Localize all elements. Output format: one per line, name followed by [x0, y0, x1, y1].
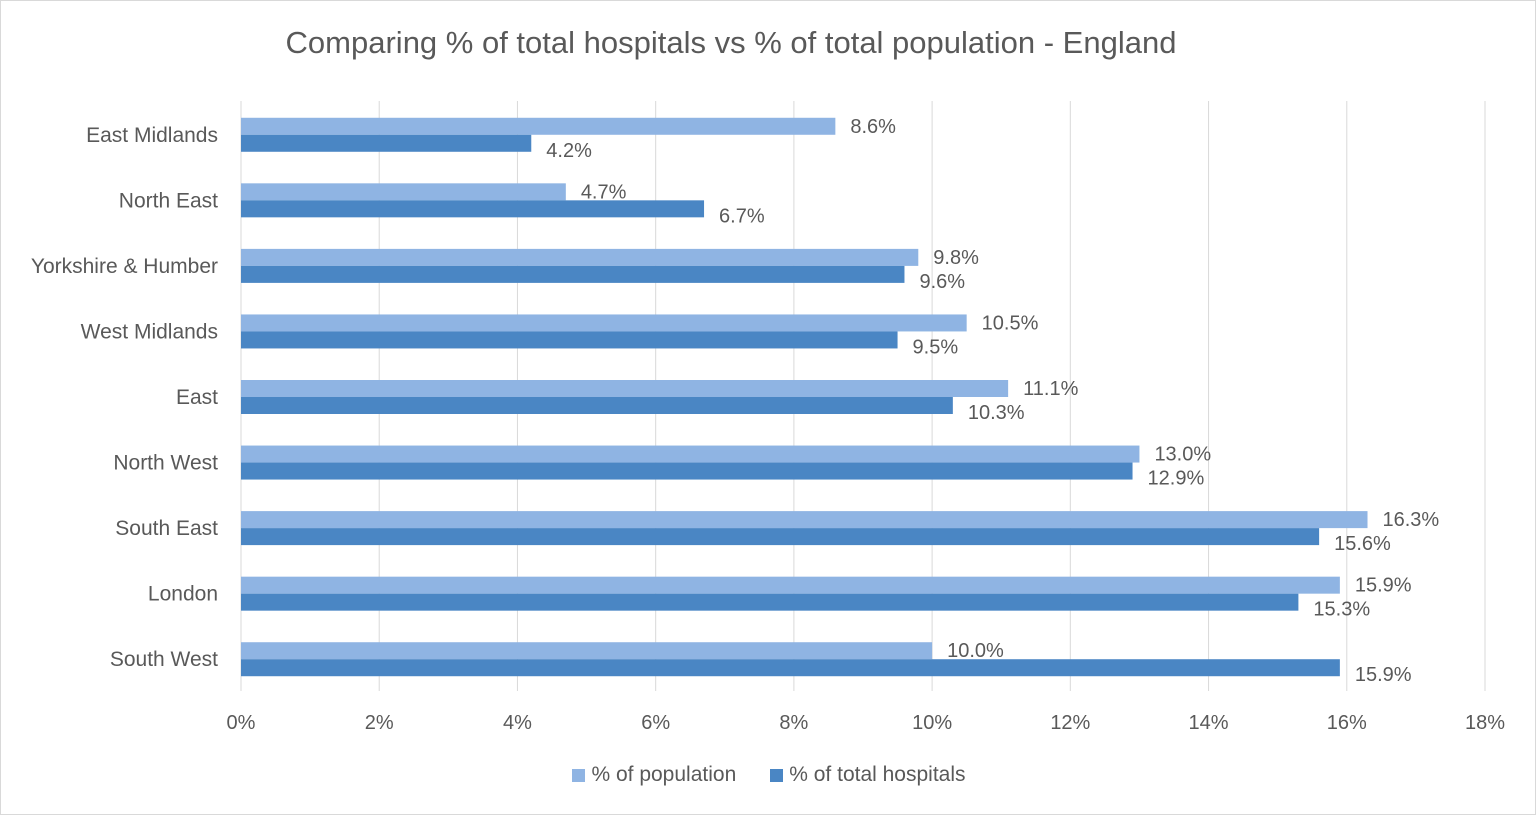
bar-hospitals — [241, 265, 905, 283]
bar-hospitals — [241, 659, 1340, 677]
category-label: Yorkshire & Humber — [31, 255, 218, 278]
category-label: West Midlands — [81, 320, 218, 343]
data-label: 4.2% — [546, 140, 592, 162]
x-tick-label: 12% — [1050, 712, 1090, 734]
bar-population — [241, 314, 967, 332]
data-label: 15.3% — [1313, 599, 1370, 621]
bar-population — [241, 380, 1009, 397]
data-label: 15.9% — [1355, 575, 1412, 597]
legend: % of population % of total hospitals — [1, 763, 1535, 787]
data-label: 10.5% — [982, 312, 1039, 334]
x-tick-label: 16% — [1327, 712, 1367, 734]
x-tick-label: 10% — [912, 712, 952, 734]
data-label: 13.0% — [1154, 444, 1211, 466]
bar-hospitals — [241, 593, 1299, 611]
bar-population — [241, 183, 566, 201]
data-label: 9.5% — [913, 336, 959, 358]
category-label: East — [176, 386, 218, 409]
x-tick-label: 14% — [1189, 712, 1229, 734]
data-label: 4.7% — [581, 181, 627, 203]
chart-title: Comparing % of total hospitals vs % of t… — [285, 25, 1177, 60]
data-label: 11.1% — [1023, 378, 1078, 400]
category-label: North East — [119, 189, 218, 212]
legend-item-hospitals: % of total hospitals — [770, 763, 966, 787]
data-label: 16.3% — [1383, 509, 1440, 531]
x-tick-label: 0% — [227, 712, 256, 734]
data-label: 15.6% — [1334, 533, 1391, 555]
category-label: South West — [110, 648, 218, 671]
data-label: 10.3% — [968, 402, 1025, 424]
bar-population — [241, 117, 836, 135]
data-label: 6.7% — [719, 205, 765, 227]
data-label: 12.9% — [1148, 468, 1205, 490]
data-label: 9.8% — [933, 247, 979, 269]
legend-label-population: % of population — [591, 763, 737, 786]
x-tick-label: 2% — [365, 712, 394, 734]
category-label: London — [148, 583, 218, 606]
data-label: 8.6% — [850, 116, 896, 138]
bar-hospitals — [241, 200, 705, 218]
x-tick-label: 6% — [641, 712, 670, 734]
category-label: South East — [115, 517, 218, 540]
x-tick-label: 18% — [1465, 712, 1505, 734]
data-label: 9.6% — [919, 271, 965, 293]
legend-swatch-hospitals — [770, 768, 784, 782]
data-label: 10.0% — [947, 640, 1004, 662]
legend-label-hospitals: % of total hospitals — [789, 763, 966, 786]
bar-population — [241, 642, 933, 660]
x-tick-label: 8% — [779, 712, 808, 734]
bar-hospitals — [241, 528, 1320, 546]
data-label: 15.9% — [1355, 664, 1412, 686]
bar-population — [241, 576, 1340, 594]
bar-population — [241, 511, 1368, 529]
bar-population — [241, 248, 919, 266]
legend-swatch-population — [572, 768, 586, 782]
bar-hospitals — [241, 462, 1133, 480]
category-label: North West — [113, 452, 218, 475]
x-tick-label: 4% — [503, 712, 532, 734]
bar-hospitals — [241, 397, 953, 414]
bar-population — [241, 445, 1140, 463]
bar-hospitals — [241, 134, 532, 152]
legend-item-population: % of population — [572, 763, 736, 787]
category-label: East Midlands — [86, 124, 218, 147]
bar-hospitals — [241, 331, 898, 349]
